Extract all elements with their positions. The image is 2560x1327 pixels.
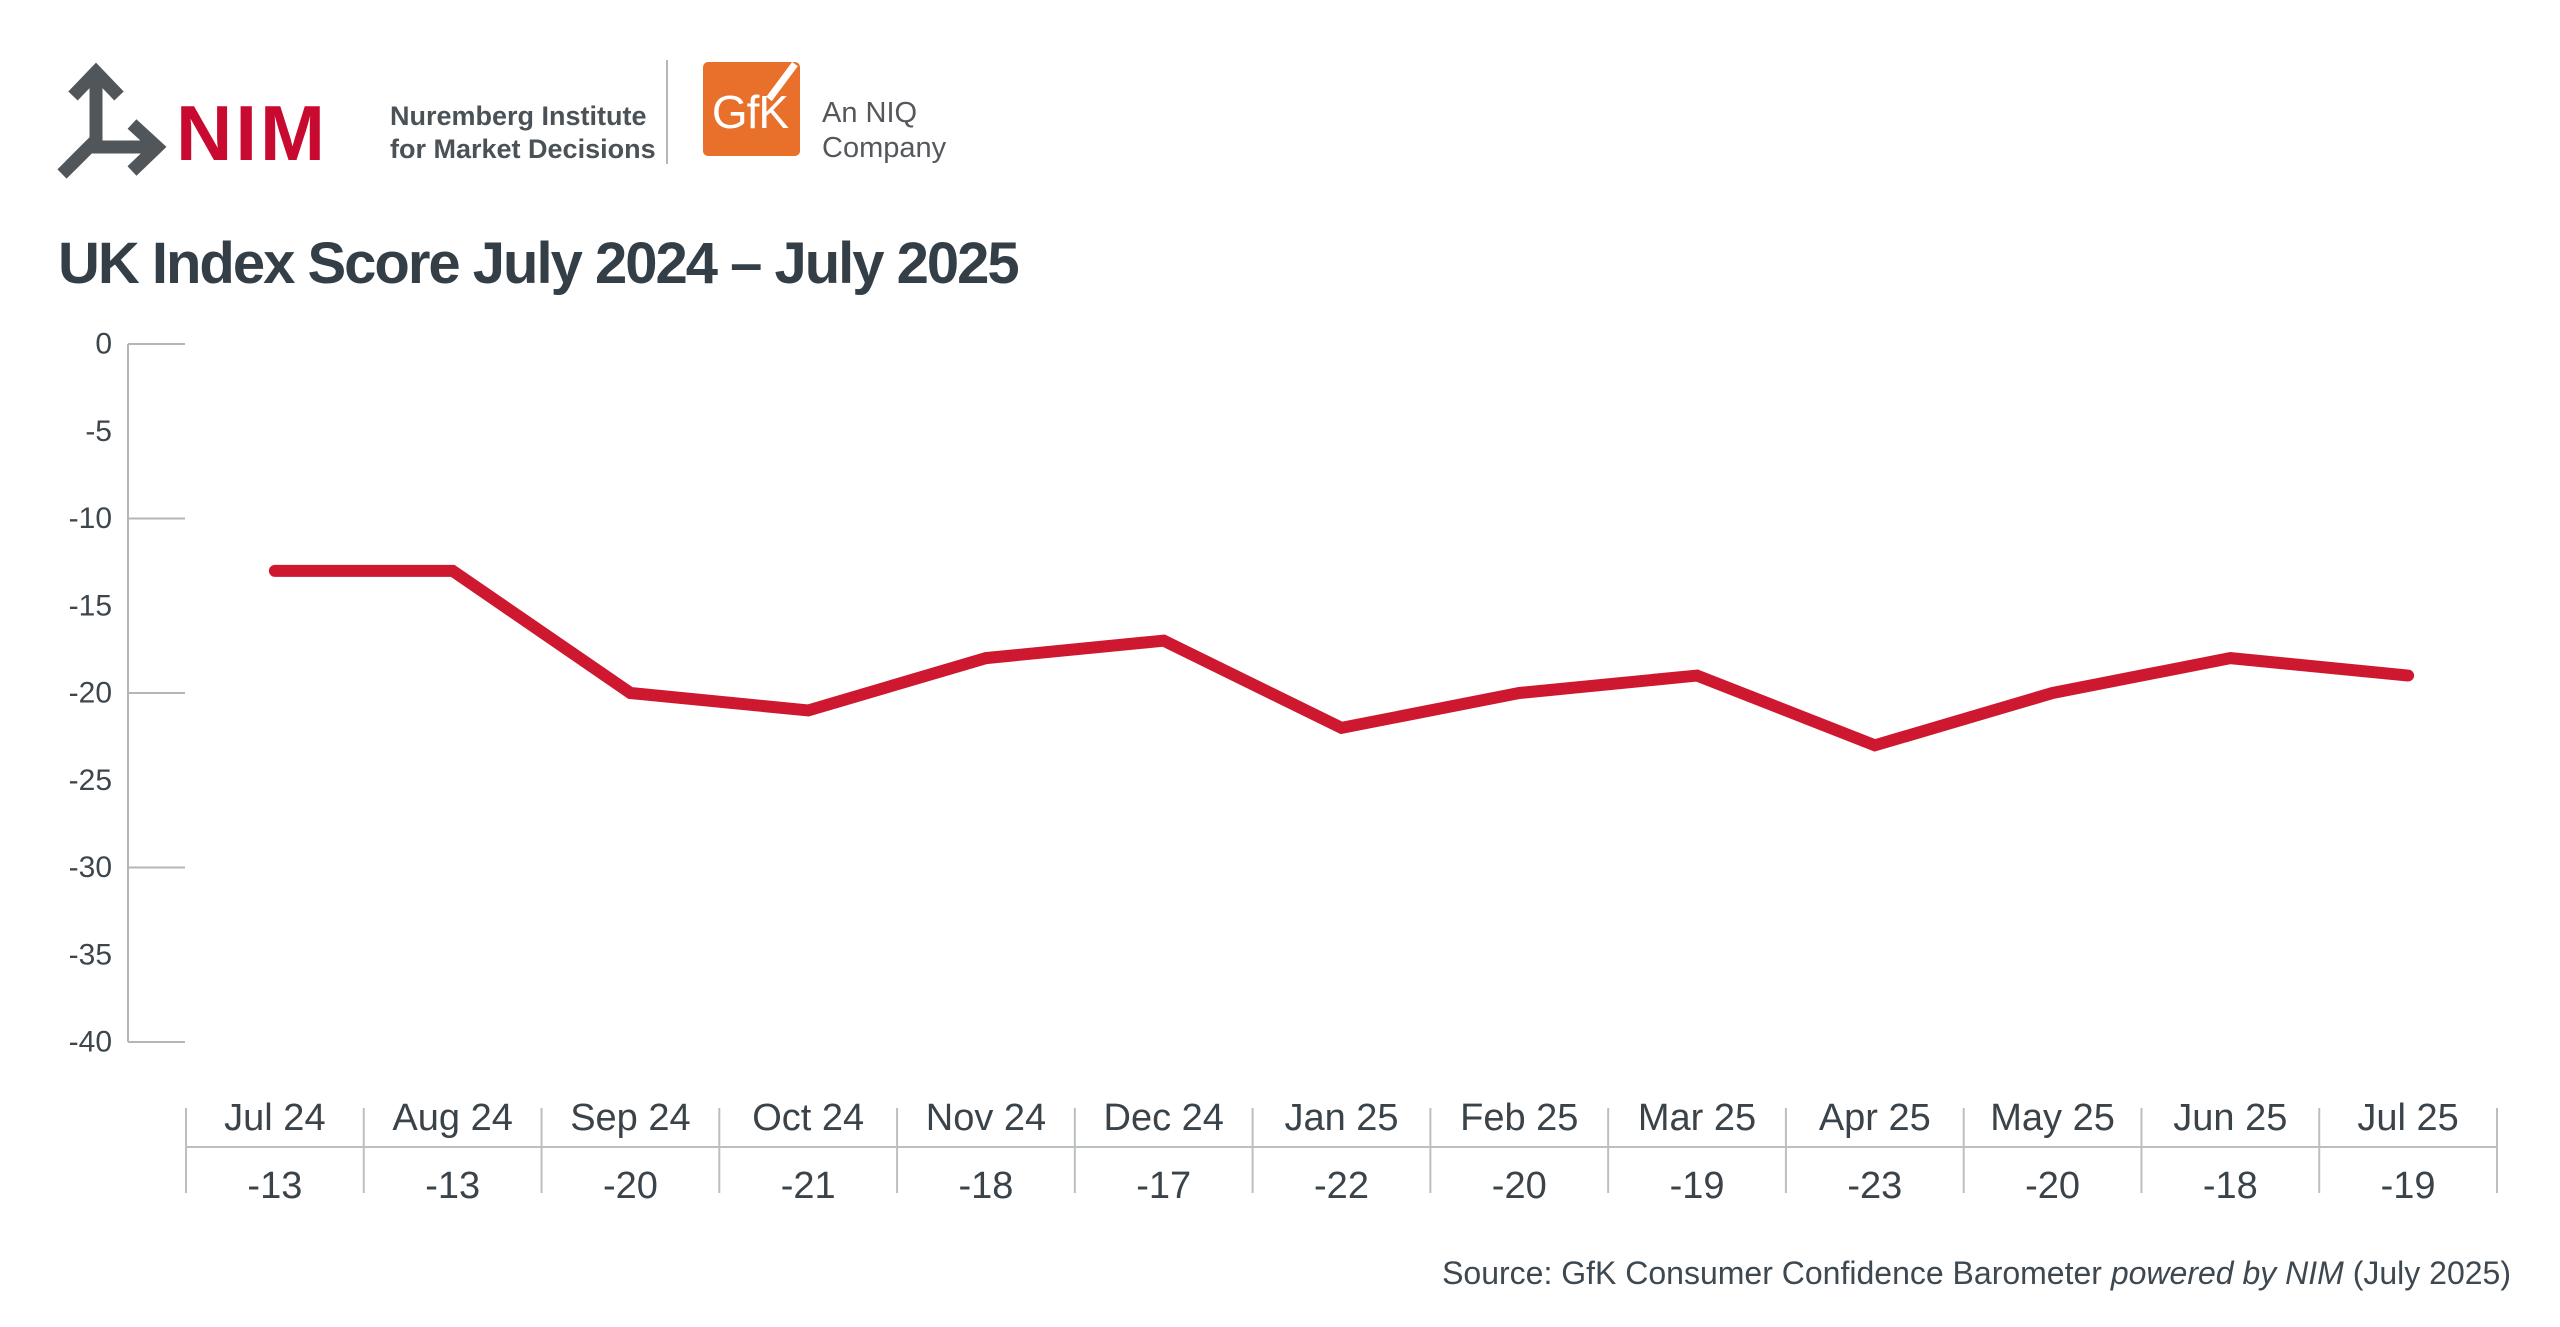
month-label: Sep 24 bbox=[570, 1097, 690, 1139]
value-label: -22 bbox=[1314, 1165, 1369, 1207]
month-label: Apr 25 bbox=[1819, 1097, 1931, 1139]
month-label: Feb 25 bbox=[1460, 1097, 1578, 1139]
logo-divider bbox=[666, 60, 668, 164]
nim-logo-wordmark: NIM bbox=[176, 89, 328, 177]
value-label: -13 bbox=[247, 1165, 302, 1207]
page-title: UK Index Score July 2024 – July 2025 bbox=[58, 231, 1020, 296]
y-axis-label: -35 bbox=[69, 938, 112, 971]
value-label: -20 bbox=[603, 1165, 658, 1207]
month-label: Jan 25 bbox=[1284, 1097, 1398, 1139]
y-axis-label: -5 bbox=[85, 415, 112, 448]
source-caption: Source: GfK Consumer Confidence Baromete… bbox=[1442, 1255, 2511, 1292]
month-label: Jul 24 bbox=[224, 1097, 325, 1139]
value-label: -18 bbox=[959, 1165, 1014, 1207]
value-label: -23 bbox=[1847, 1165, 1902, 1207]
gfk-logo: GfK bbox=[703, 62, 800, 156]
nim-institute-line1: Nuremberg Institute bbox=[390, 101, 647, 131]
y-axis-label: -30 bbox=[69, 851, 112, 884]
month-label: Jun 25 bbox=[2173, 1097, 2287, 1139]
month-label: Mar 25 bbox=[1638, 1097, 1756, 1139]
value-label: -21 bbox=[781, 1165, 836, 1207]
month-label: May 25 bbox=[1990, 1097, 2115, 1139]
nim-institute-line2: for Market Decisions bbox=[390, 134, 656, 164]
value-label: -19 bbox=[1670, 1165, 1725, 1207]
month-label: Jul 25 bbox=[2357, 1097, 2458, 1139]
month-label: Nov 24 bbox=[926, 1097, 1046, 1139]
month-label: Aug 24 bbox=[392, 1097, 512, 1139]
niq-line2: Company bbox=[822, 132, 947, 164]
y-axis-label: -15 bbox=[69, 589, 112, 622]
source-text: Source: GfK Consumer Confidence Baromete… bbox=[1442, 1255, 2111, 1291]
y-axis-label: -20 bbox=[69, 677, 112, 710]
source-text-italic: powered by NIM bbox=[2110, 1255, 2344, 1291]
value-label: -18 bbox=[2203, 1165, 2258, 1207]
value-label: -20 bbox=[1492, 1165, 1547, 1207]
gfk-logo-slash bbox=[766, 62, 798, 102]
header: NIM Nuremberg Institute for Market Decis… bbox=[0, 0, 2560, 200]
nim-institute-name: Nuremberg Institute for Market Decisions bbox=[390, 100, 656, 166]
y-axis-label: -25 bbox=[69, 764, 112, 797]
niq-line1: An NIQ bbox=[822, 97, 918, 129]
nim-arrows-icon bbox=[57, 62, 167, 179]
value-label: -20 bbox=[2025, 1165, 2080, 1207]
value-label: -19 bbox=[2381, 1165, 2436, 1207]
gfk-logo-text: GfK bbox=[712, 86, 790, 138]
niq-company-text: An NIQ Company bbox=[822, 96, 946, 166]
source-text-date: (July 2025) bbox=[2343, 1255, 2511, 1291]
value-label: -17 bbox=[1136, 1165, 1191, 1207]
value-label: -13 bbox=[425, 1165, 480, 1207]
y-axis-label: -40 bbox=[69, 1026, 112, 1059]
month-label: Dec 24 bbox=[1104, 1097, 1224, 1139]
month-label: Oct 24 bbox=[752, 1097, 864, 1139]
y-axis-label: 0 bbox=[95, 328, 112, 361]
data-line-uk-index bbox=[268, 564, 2415, 752]
y-axis-label: -10 bbox=[69, 502, 112, 535]
